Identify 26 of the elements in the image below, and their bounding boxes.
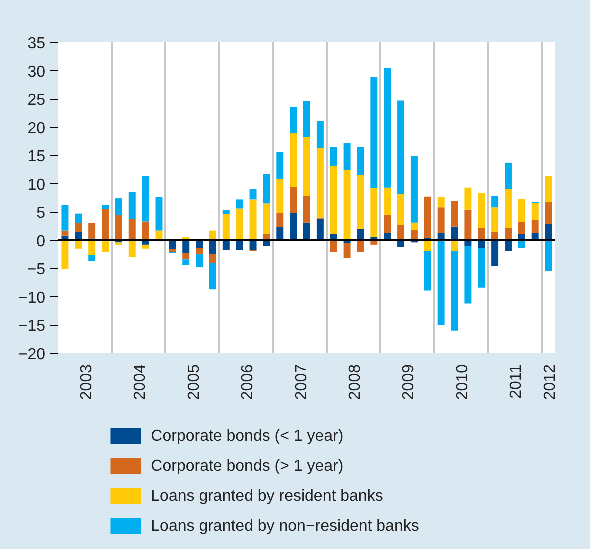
x-tick-label: 2006 [240,364,257,400]
legend-label: Corporate bonds (< 1 year) [151,428,344,445]
y-tick-label: 15 [28,148,46,166]
y-tick-label: −15 [18,318,46,336]
y-tick-label: −5 [27,262,46,279]
x-tick-label: 2012 [542,364,559,400]
x-tick-label: 2003 [78,364,96,400]
x-tick-label: 2009 [400,364,418,400]
x-tick-label: 2010 [454,364,472,400]
x-tick-label: 2005 [186,364,203,400]
legend-label: Loans granted by non−resident banks [151,518,420,535]
y-tick-label: −20 [18,346,46,364]
x-tick-label: 2011 [508,364,526,399]
y-tick-label: 0 [36,233,46,250]
y-tick-label: 30 [28,64,46,81]
y-tick-label: −10 [18,290,46,307]
legend-label: Corporate bonds (> 1 year) [151,458,344,475]
legend-label: Loans granted by resident banks [151,488,384,505]
y-tick-label: 5 [36,205,46,222]
y-tick-label: 25 [28,92,46,110]
x-tick-label: 2008 [347,364,364,400]
y-tick-label: 10 [28,176,46,194]
x-tick-label: 2004 [132,364,150,400]
y-tick-label: 35 [28,36,46,52]
x-tick-label: 2007 [293,364,310,400]
y-tick-label: 20 [28,120,46,138]
